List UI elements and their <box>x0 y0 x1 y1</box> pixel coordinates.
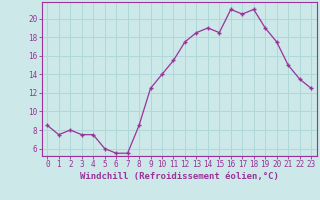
X-axis label: Windchill (Refroidissement éolien,°C): Windchill (Refroidissement éolien,°C) <box>80 172 279 181</box>
